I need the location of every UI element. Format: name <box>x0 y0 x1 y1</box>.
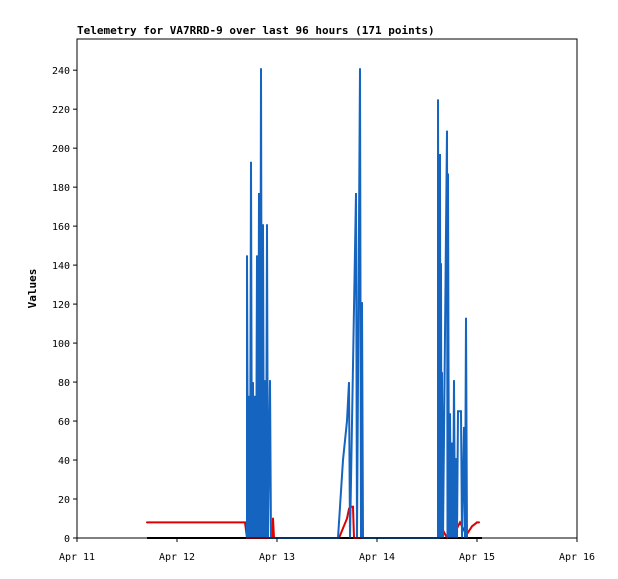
y-tick-label: 240 <box>52 66 70 77</box>
x-tick-label: Apr 12 <box>159 552 195 563</box>
series-line-1 <box>147 505 479 540</box>
series-point <box>471 525 473 528</box>
series-point <box>346 517 348 520</box>
y-tick-label: 80 <box>58 378 70 389</box>
series-point <box>146 521 148 524</box>
chart-title: Telemetry for VA7RRD-9 over last 96 hour… <box>77 24 435 37</box>
series-line-2 <box>246 68 468 539</box>
series-point <box>342 527 344 530</box>
x-tick-label: Apr 15 <box>459 552 495 563</box>
y-tick-label: 200 <box>52 144 70 155</box>
series-point <box>459 521 461 524</box>
y-tick-label: 100 <box>52 339 70 350</box>
y-axis-label: Values <box>26 269 39 309</box>
x-tick-label: Apr 16 <box>559 552 595 563</box>
y-tick-label: 180 <box>52 183 70 194</box>
y-tick-label: 220 <box>52 105 70 116</box>
series-point <box>272 517 274 520</box>
series-point <box>244 521 246 524</box>
series-point <box>478 521 480 524</box>
plot-frame <box>76 38 578 539</box>
y-tick-label: 20 <box>58 495 70 506</box>
series-point <box>352 505 354 508</box>
x-tick-label: Apr 13 <box>259 552 295 563</box>
x-axis: Apr 11 Apr 12 Apr 13 Apr 14 Apr 15 Apr 16 <box>59 538 595 563</box>
y-tick-label: 120 <box>52 300 70 311</box>
y-tick-label: 140 <box>52 261 70 272</box>
x-tick-label: Apr 11 <box>59 552 95 563</box>
series-point <box>444 533 446 536</box>
y-tick-label: 160 <box>52 222 70 233</box>
series-layer <box>146 68 482 540</box>
y-tick-label: 0 <box>64 534 70 545</box>
y-tick-label: 60 <box>58 417 70 428</box>
x-tick-label: Apr 14 <box>359 552 395 563</box>
series-point <box>476 521 478 524</box>
y-axis: 0 20 40 60 80 100 120 140 160 180 200 220 240 <box>52 66 77 545</box>
y-tick-label: 40 <box>58 456 70 467</box>
